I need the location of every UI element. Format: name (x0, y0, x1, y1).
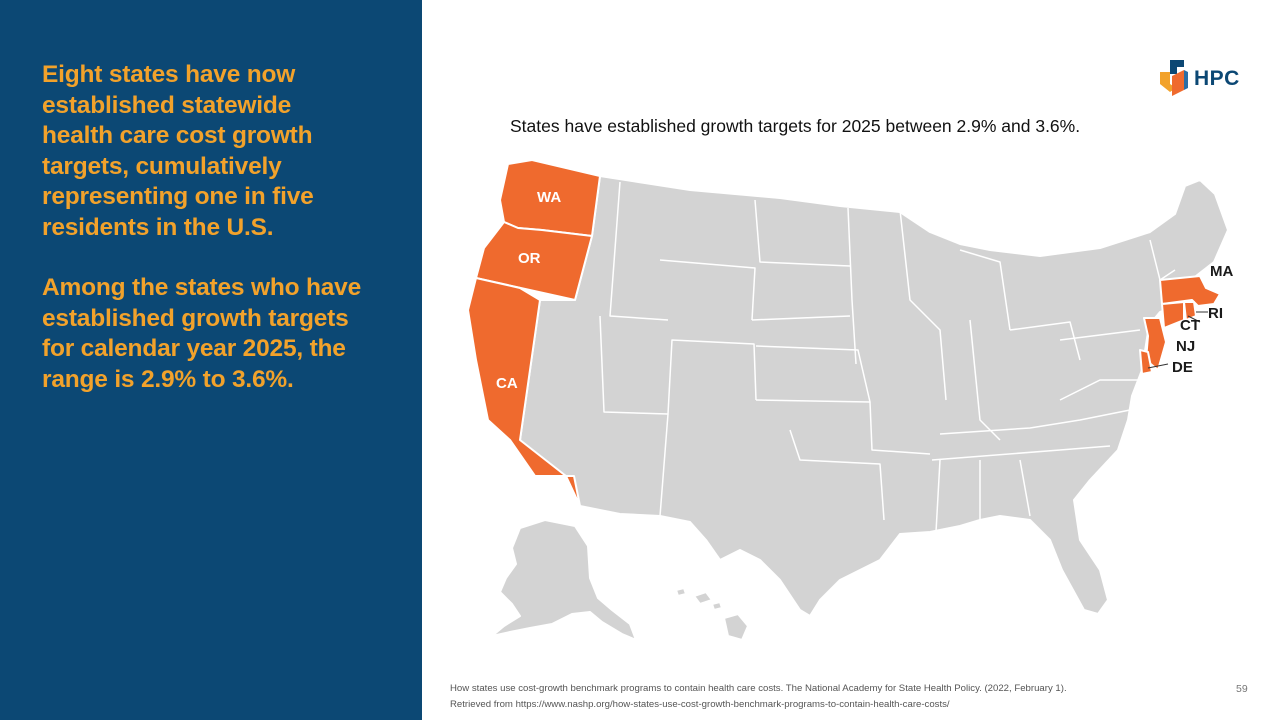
hawaii-3 (711, 601, 723, 611)
page-number: 59 (1236, 683, 1248, 695)
hawaii-4 (723, 613, 749, 641)
hawaii-1 (675, 587, 687, 597)
label-ct: CT (1180, 317, 1200, 334)
summary-text: Eight states have now established statew… (42, 60, 362, 395)
label-ri: RI (1208, 305, 1223, 322)
citation-line-2: Retrieved from https://www.nashp.org/how… (450, 699, 950, 710)
hpc-logo-text: HPC (1194, 67, 1240, 90)
label-wa: WA (537, 189, 561, 206)
state-ca (467, 277, 581, 507)
label-nj: NJ (1176, 338, 1195, 355)
summary-paragraph-2: Among the states who have established gr… (42, 274, 362, 393)
label-ma: MA (1210, 263, 1233, 280)
alaska (491, 519, 637, 641)
label-or: OR (518, 250, 541, 267)
state-or (475, 221, 593, 301)
us-map-base (519, 175, 1229, 617)
hpc-logo-icon (1160, 60, 1188, 96)
state-ri (1183, 301, 1197, 321)
citation: How states use cost-growth benchmark pro… (450, 681, 1230, 713)
summary-paragraph-1: Eight states have now established statew… (42, 61, 314, 241)
label-ca: CA (496, 375, 518, 392)
label-de: DE (1172, 359, 1193, 376)
left-panel: Eight states have now established statew… (0, 0, 422, 720)
hawaii-2 (693, 591, 713, 605)
state-ct (1161, 301, 1185, 329)
hpc-logo: HPC (1158, 58, 1248, 98)
citation-line-1: How states use cost-growth benchmark pro… (450, 683, 1067, 694)
map-title: States have established growth targets f… (510, 116, 1081, 136)
